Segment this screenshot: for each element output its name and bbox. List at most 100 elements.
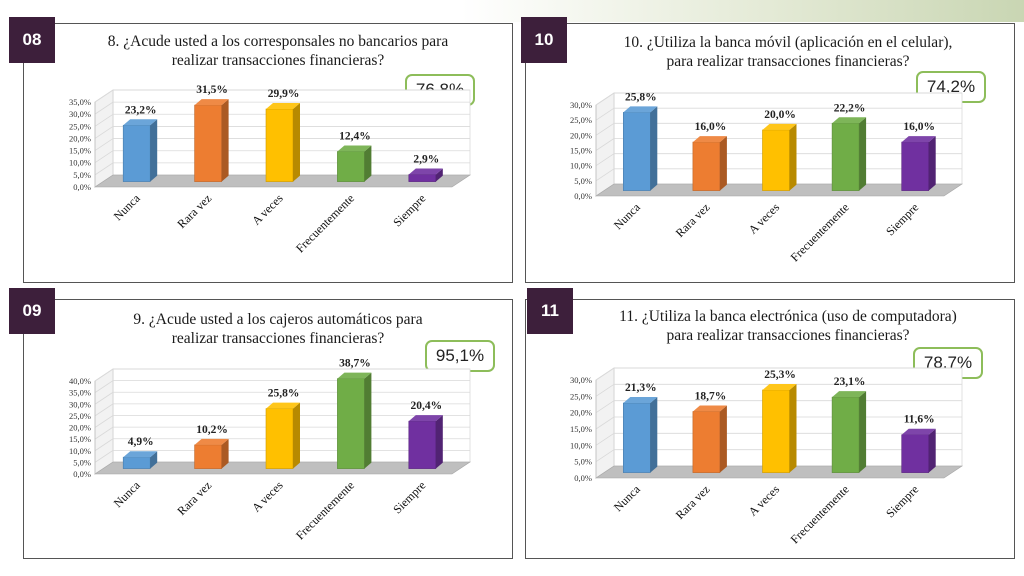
bar-front [265, 108, 294, 182]
bar [265, 102, 300, 182]
category-label: Siempre [883, 200, 921, 238]
chart-title-11: 11. ¿Utiliza la banca electrónica (uso d… [578, 307, 998, 345]
y-tick-label: 0,0% [574, 473, 592, 483]
y-tick-label: 5,0% [73, 457, 91, 467]
bar-top [692, 136, 727, 143]
gridline [595, 92, 615, 106]
bar-top [832, 117, 867, 124]
bar-side [928, 428, 936, 473]
bar-side [364, 145, 372, 182]
chart-title-line1: 11. ¿Utiliza la banca electrónica (uso d… [619, 308, 957, 325]
y-tick-label: 35,0% [69, 388, 91, 398]
bar-side [150, 119, 158, 182]
y-tick-label: 10,0% [570, 161, 592, 171]
bar-top [762, 123, 797, 130]
bar-side [719, 136, 727, 191]
chart-title-line2: realizar transacciones financieras? [171, 52, 385, 69]
gridline [595, 107, 615, 121]
bar [692, 405, 727, 473]
bar-front [265, 408, 294, 469]
data-label: 2,9% [413, 154, 439, 166]
bar-front [194, 104, 222, 182]
chart-title-line1: 10. ¿Utiliza la banca móvil (aplicación … [623, 34, 953, 51]
bar [194, 438, 229, 469]
bar-top [266, 102, 300, 109]
question-number-badge: 09 [9, 288, 55, 334]
bar [122, 451, 158, 469]
bar-top [123, 451, 158, 458]
gridline [595, 400, 615, 413]
category-label: Nunca [611, 482, 644, 515]
data-label: 38,7% [339, 358, 371, 370]
data-label: 25,3% [764, 369, 796, 381]
category-label: A veces [746, 200, 783, 237]
bar-front [122, 456, 151, 469]
category-label: Siempre [390, 191, 428, 229]
bar-front [901, 434, 930, 473]
y-tick-label: 10,0% [69, 158, 91, 168]
y-tick-label: 20,0% [570, 130, 592, 140]
category-label: Nunca [611, 200, 644, 233]
bar-chart: 0,0% 5,0%10,0% 15,0%20,0% 25,0% 30,0%35,0% 40… [69, 358, 471, 542]
bar [622, 397, 658, 473]
data-label: 29,9% [268, 88, 300, 100]
bar-front [408, 420, 437, 469]
gridline [94, 368, 114, 382]
bar-front [762, 129, 790, 191]
bar [692, 136, 727, 191]
y-tick-label: 0,0% [73, 469, 91, 479]
data-label: 20,0% [764, 109, 796, 121]
bar-chart: 0,0% 5,0% 10,0% 15,0% 20,0% 25,0% 30,0% 35,0% 23… [69, 84, 471, 255]
y-tick-label: 5,0% [574, 176, 592, 186]
category-label: Frecuentemente [788, 482, 852, 546]
y-tick-label: 25,0% [570, 391, 592, 401]
bar-front [337, 378, 365, 469]
bar [122, 119, 158, 182]
bar-front [622, 112, 651, 191]
y-tick-label: 20,0% [570, 408, 592, 418]
bar [762, 383, 797, 473]
data-label: 12,4% [339, 130, 371, 142]
bar-side [293, 402, 300, 469]
gridline [595, 416, 615, 430]
gridline [94, 380, 114, 393]
y-tick-label: 15,0% [69, 434, 91, 444]
bar-chart: 0,0% 5,0% 10,0% 15,0% 20,0% 25,0% 30,0% 25,8% Nu… [570, 91, 963, 264]
category-label: A veces [249, 191, 286, 228]
question-number-badge: 11 [527, 288, 573, 334]
data-label: 23,2% [125, 104, 157, 116]
category-label: Rara vez [174, 191, 214, 231]
bar-side [789, 383, 797, 473]
bar-side [221, 438, 229, 469]
y-tick-label: 40,0% [69, 376, 91, 386]
y-tick-label: 25,0% [69, 411, 91, 421]
total-percent-box: 95,1% [425, 340, 495, 372]
category-label: Nunca [111, 478, 144, 511]
bar-front [122, 124, 151, 182]
y-tick-label: 10,0% [570, 440, 592, 450]
bar [265, 402, 300, 469]
gridline [94, 113, 114, 127]
data-label: 25,8% [625, 91, 657, 103]
data-label: 31,5% [196, 84, 228, 96]
gridline [94, 450, 114, 463]
bar-side [650, 397, 658, 473]
bar-front [831, 122, 860, 191]
data-label: 16,0% [903, 121, 935, 133]
bar-side [859, 117, 867, 191]
data-label: 23,1% [834, 376, 866, 388]
question-number-badge: 10 [521, 17, 567, 63]
category-label: Rara vez [673, 200, 713, 240]
data-label: 22,2% [834, 102, 866, 114]
data-label: 21,3% [625, 382, 657, 394]
bar-side [435, 168, 443, 182]
bar-side [789, 123, 797, 191]
gridline [595, 367, 615, 381]
category-label: Frecuentemente [788, 200, 852, 264]
question-number-badge: 08 [9, 17, 55, 63]
bar [901, 428, 936, 473]
chart-title-line2: para realizar transacciones financieras? [666, 53, 910, 70]
bar-front [831, 396, 860, 473]
bar [901, 136, 936, 191]
